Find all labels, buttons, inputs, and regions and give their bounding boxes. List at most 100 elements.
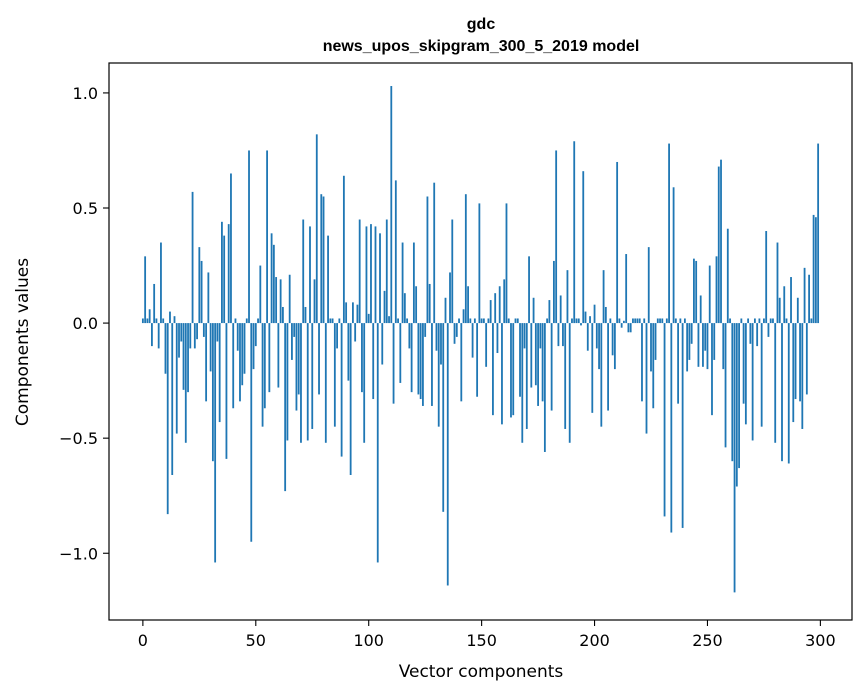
bar-34 bbox=[218, 323, 221, 423]
bar-97 bbox=[361, 323, 363, 393]
bar-172 bbox=[530, 323, 533, 388]
bar-247 bbox=[699, 295, 702, 324]
bar-173 bbox=[532, 297, 535, 324]
bar-3 bbox=[148, 309, 151, 324]
x-tick-label: 100 bbox=[353, 631, 384, 650]
bar-122 bbox=[417, 323, 420, 395]
y-tick-label: 1.0 bbox=[73, 84, 98, 103]
bar-158 bbox=[498, 286, 501, 324]
bar-116 bbox=[403, 293, 406, 324]
bar-280 bbox=[774, 323, 777, 443]
bar-123 bbox=[419, 323, 422, 400]
bar-44 bbox=[241, 323, 244, 386]
bar-53 bbox=[261, 323, 264, 427]
bar-19 bbox=[184, 323, 187, 443]
bar-177 bbox=[541, 323, 544, 402]
bar-180 bbox=[548, 300, 551, 324]
bar-188 bbox=[566, 270, 569, 324]
bar-203 bbox=[600, 323, 603, 427]
chart-title-line1: gdc bbox=[467, 16, 496, 33]
bar-137 bbox=[451, 219, 454, 324]
bar-10 bbox=[164, 323, 167, 374]
bar-45 bbox=[243, 323, 246, 374]
bar-293 bbox=[803, 267, 806, 324]
y-axis-label: Components values bbox=[13, 258, 33, 426]
bar-70 bbox=[300, 323, 302, 443]
plot-frame bbox=[108, 62, 853, 621]
bar-260 bbox=[729, 318, 731, 324]
bar-25 bbox=[198, 247, 201, 324]
bar-58 bbox=[272, 244, 275, 324]
bar-238 bbox=[679, 318, 682, 324]
bar-253 bbox=[713, 323, 716, 360]
bar-102 bbox=[372, 323, 375, 400]
bar-113 bbox=[397, 318, 399, 324]
bar-8 bbox=[160, 242, 162, 324]
bar-153 bbox=[487, 318, 490, 324]
bar-67 bbox=[293, 323, 296, 337]
bar-84 bbox=[331, 318, 334, 324]
bar-195 bbox=[582, 171, 585, 324]
bar-269 bbox=[749, 323, 752, 344]
bar-157 bbox=[496, 323, 499, 354]
bar-78 bbox=[318, 323, 320, 395]
bar-18 bbox=[182, 323, 185, 390]
bar-63 bbox=[284, 323, 287, 492]
bar-257 bbox=[722, 323, 725, 370]
bar-230 bbox=[661, 318, 664, 324]
bar-231 bbox=[663, 323, 666, 517]
bar-106 bbox=[381, 323, 384, 365]
bar-159 bbox=[501, 323, 503, 425]
bar-273 bbox=[758, 318, 761, 324]
bar-134 bbox=[444, 297, 447, 324]
x-tick-label: 50 bbox=[246, 631, 266, 650]
bar-90 bbox=[345, 302, 348, 324]
bar-126 bbox=[426, 196, 429, 324]
bar-48 bbox=[250, 323, 253, 542]
bar-232 bbox=[665, 318, 668, 324]
bar-235 bbox=[672, 187, 675, 324]
bar-295 bbox=[808, 274, 810, 324]
bar-100 bbox=[367, 313, 370, 324]
bar-143 bbox=[464, 194, 467, 324]
bar-225 bbox=[650, 323, 652, 372]
bar-125 bbox=[424, 323, 427, 337]
bar-290 bbox=[796, 297, 799, 324]
bar-65 bbox=[288, 274, 291, 324]
bar-131 bbox=[437, 323, 440, 427]
bar-242 bbox=[688, 323, 691, 360]
bar-262 bbox=[733, 323, 736, 593]
bar-17 bbox=[180, 323, 183, 342]
bar-52 bbox=[259, 265, 262, 324]
bar-215 bbox=[627, 323, 630, 333]
y-tick-label: 0.5 bbox=[73, 199, 98, 218]
bar-118 bbox=[408, 323, 411, 349]
bar-62 bbox=[281, 306, 284, 324]
bar-277 bbox=[767, 323, 770, 337]
bar-271 bbox=[753, 318, 756, 324]
bar-133 bbox=[442, 323, 445, 512]
bar-281 bbox=[776, 242, 779, 324]
bar-46 bbox=[245, 318, 248, 324]
bar-73 bbox=[306, 323, 309, 441]
bar-184 bbox=[557, 323, 560, 347]
bar-71 bbox=[302, 219, 305, 324]
bar-55 bbox=[266, 150, 268, 324]
bar-185 bbox=[559, 295, 562, 324]
bar-163 bbox=[510, 323, 512, 418]
bar-205 bbox=[604, 306, 607, 324]
bar-88 bbox=[340, 323, 343, 457]
y-tick-label: −0.5 bbox=[59, 429, 98, 448]
bar-229 bbox=[659, 318, 661, 324]
x-tick-label: 250 bbox=[692, 631, 723, 650]
bar-265 bbox=[740, 318, 743, 324]
bar-249 bbox=[704, 323, 707, 351]
bar-201 bbox=[595, 323, 598, 349]
bar-105 bbox=[379, 233, 381, 324]
bar-194 bbox=[580, 323, 582, 326]
bar-99 bbox=[365, 226, 368, 324]
bar-213 bbox=[623, 320, 625, 324]
bar-32 bbox=[214, 323, 217, 563]
bar-218 bbox=[634, 318, 637, 324]
